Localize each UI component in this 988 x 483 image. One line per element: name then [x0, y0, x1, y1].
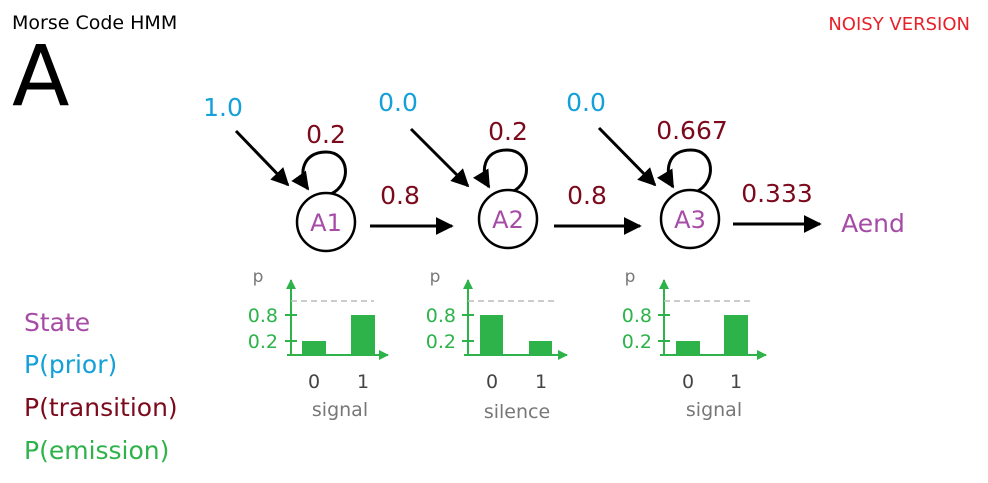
emission-chart-a2: p 0.8 0.2 0 1 silence: [426, 267, 568, 423]
state-node-a3: [659, 188, 721, 250]
transition-prob-a2-a3: 0.8: [567, 181, 607, 210]
diagram-title: Morse Code HMM: [12, 12, 178, 34]
emission-ylabel-a1: p: [253, 267, 264, 287]
transition-prob-a1-a2: 0.8: [380, 181, 420, 210]
self-transition-prob-a3: 0.667: [656, 116, 728, 145]
self-transition-prob-a1: 0.2: [306, 120, 346, 149]
emission-cat-label-a1-1: 1: [357, 371, 369, 393]
emission-bar-a3-0: [676, 341, 700, 355]
state-label-a2: A2: [492, 206, 524, 234]
emission-cat-label-a3-1: 1: [730, 371, 742, 393]
legend-emission: P(emission): [24, 436, 170, 465]
emission-bar-a2-0: [480, 315, 503, 355]
transition-prob-a3-end: 0.333: [741, 179, 813, 208]
emission-tick-label-02-a1: 0.2: [248, 331, 278, 353]
prior-arrow-a3: [597, 126, 657, 187]
emission-chart-a1: p 0.8 0.2 0 1 signal: [248, 267, 389, 421]
emission-chart-a3: p 0.8 0.2 0 1 signal: [622, 267, 767, 421]
state-a3-group: 0.0 0.667 A3 0.333 p 0.8 0.2 0 1 signal: [566, 88, 822, 421]
prior-arrow-a1: [234, 129, 290, 187]
emission-tick-label-08-a3: 0.8: [622, 305, 652, 327]
end-state-label: Aend: [841, 209, 905, 238]
self-loop-arrow-a1: [291, 150, 347, 196]
emission-bar-a1-0: [302, 341, 326, 355]
emission-tick-label-02-a3: 0.2: [622, 331, 652, 353]
legend-prior: P(prior): [24, 350, 118, 379]
state-node-a1: [295, 191, 357, 253]
state-label-a1: A1: [310, 209, 342, 237]
self-loop-arrow-a3: [656, 148, 712, 194]
state-node-a2: [477, 188, 539, 250]
emission-ylabel-a2: p: [430, 267, 441, 287]
emission-xlabel-a2: silence: [484, 401, 550, 423]
legend-state: State: [24, 308, 91, 337]
emission-tick-label-08-a1: 0.8: [248, 305, 278, 327]
emission-ylabel-a3: p: [625, 267, 636, 287]
prior-prob-a2: 0.0: [378, 88, 418, 117]
emission-xlabel-a3: signal: [686, 399, 742, 421]
self-transition-prob-a2: 0.2: [488, 117, 528, 146]
emission-bar-a3-1: [724, 315, 748, 355]
emission-cat-label-a3-0: 0: [682, 371, 694, 393]
emission-cat-label-a2-0: 0: [486, 371, 498, 393]
version-label: NOISY VERSION: [828, 14, 970, 35]
prior-arrow-a2: [409, 127, 470, 188]
state-label-a3: A3: [674, 206, 706, 234]
state-a1-group: 1.0 0.2 A1 0.8 p 0.8 0.2 0 1 signal: [203, 93, 454, 421]
self-loop-arrow-a2: [472, 148, 528, 194]
legend-transition: P(transition): [24, 393, 178, 422]
state-a2-group: 0.0 0.2 A2 0.8 p 0.8 0.2 0 1 silence: [378, 88, 642, 423]
emission-tick-label-02-a2: 0.2: [426, 331, 456, 353]
emission-bar-a1-1: [351, 315, 375, 355]
emission-cat-label-a2-1: 1: [535, 371, 547, 393]
emission-cat-label-a1-0: 0: [308, 371, 320, 393]
morse-letter: A: [12, 27, 70, 125]
prior-prob-a1: 1.0: [203, 93, 243, 122]
emission-tick-label-08-a2: 0.8: [426, 305, 456, 327]
prior-prob-a3: 0.0: [566, 88, 606, 117]
emission-xlabel-a1: signal: [312, 399, 368, 421]
emission-bar-a2-1: [529, 341, 552, 355]
